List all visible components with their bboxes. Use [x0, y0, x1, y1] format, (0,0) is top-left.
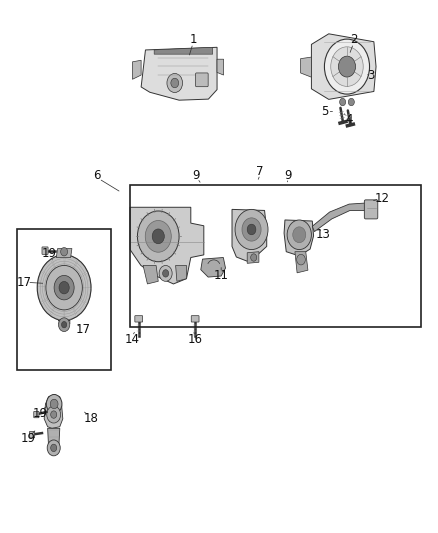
Circle shape	[46, 394, 62, 414]
Circle shape	[242, 218, 261, 241]
FancyBboxPatch shape	[29, 432, 35, 438]
Text: 12: 12	[374, 192, 389, 205]
Wedge shape	[64, 260, 88, 288]
FancyBboxPatch shape	[135, 316, 143, 322]
Text: 19: 19	[42, 247, 57, 260]
Text: 17: 17	[17, 276, 32, 289]
Polygon shape	[300, 57, 311, 77]
Circle shape	[325, 39, 370, 94]
Text: 1: 1	[189, 33, 197, 46]
Circle shape	[60, 247, 67, 256]
Polygon shape	[130, 207, 204, 284]
Polygon shape	[57, 248, 72, 257]
Circle shape	[50, 399, 58, 409]
Polygon shape	[232, 209, 267, 261]
Bar	[130, 184, 421, 327]
Text: 3: 3	[367, 69, 374, 82]
Text: 17: 17	[76, 324, 91, 336]
Wedge shape	[64, 288, 87, 316]
Circle shape	[54, 276, 74, 300]
Polygon shape	[143, 265, 158, 284]
Circle shape	[339, 56, 356, 77]
Circle shape	[138, 211, 179, 262]
Circle shape	[159, 265, 172, 281]
Text: 4: 4	[346, 113, 353, 126]
Wedge shape	[51, 288, 64, 320]
Polygon shape	[48, 429, 60, 445]
Polygon shape	[311, 34, 376, 99]
Wedge shape	[37, 271, 64, 288]
Circle shape	[287, 220, 311, 249]
Circle shape	[251, 254, 257, 261]
FancyBboxPatch shape	[191, 316, 199, 322]
Circle shape	[162, 270, 169, 277]
Circle shape	[51, 444, 57, 451]
Polygon shape	[176, 265, 187, 281]
Polygon shape	[132, 60, 141, 79]
Polygon shape	[217, 59, 223, 75]
Wedge shape	[41, 259, 64, 288]
Circle shape	[152, 229, 164, 244]
Text: 7: 7	[257, 165, 264, 178]
Wedge shape	[41, 288, 64, 316]
Text: 14: 14	[125, 333, 140, 346]
Circle shape	[235, 209, 268, 249]
Circle shape	[293, 227, 306, 243]
Circle shape	[167, 74, 183, 93]
Circle shape	[339, 98, 346, 106]
FancyBboxPatch shape	[364, 200, 378, 219]
Wedge shape	[37, 288, 64, 303]
FancyBboxPatch shape	[42, 247, 48, 254]
Circle shape	[348, 98, 354, 106]
Wedge shape	[64, 288, 91, 304]
Wedge shape	[52, 255, 64, 288]
FancyBboxPatch shape	[34, 411, 39, 418]
Text: 19: 19	[21, 432, 35, 445]
Circle shape	[331, 47, 363, 86]
Circle shape	[247, 224, 256, 235]
Bar	[17, 230, 110, 369]
Polygon shape	[141, 47, 217, 100]
Polygon shape	[247, 252, 259, 263]
Text: 16: 16	[187, 333, 203, 346]
Polygon shape	[295, 252, 308, 273]
Text: 5: 5	[321, 105, 329, 118]
Circle shape	[59, 318, 70, 332]
Polygon shape	[284, 220, 314, 256]
Text: 19: 19	[33, 407, 48, 420]
Circle shape	[47, 406, 60, 423]
Circle shape	[46, 265, 82, 310]
Circle shape	[47, 440, 60, 456]
Text: 6: 6	[93, 169, 100, 182]
Circle shape	[297, 254, 305, 265]
Polygon shape	[54, 397, 61, 404]
Text: 9: 9	[285, 168, 292, 182]
Polygon shape	[44, 404, 63, 429]
Text: 18: 18	[84, 413, 99, 425]
Wedge shape	[64, 272, 91, 288]
Polygon shape	[154, 47, 213, 54]
Wedge shape	[64, 288, 77, 320]
Polygon shape	[201, 257, 226, 277]
Circle shape	[145, 221, 171, 252]
Text: 9: 9	[193, 168, 200, 182]
Text: 13: 13	[316, 228, 331, 241]
Circle shape	[51, 411, 57, 418]
Text: 2: 2	[350, 33, 357, 46]
Circle shape	[171, 78, 179, 88]
Polygon shape	[312, 203, 367, 232]
Text: 11: 11	[214, 269, 229, 282]
Circle shape	[61, 321, 67, 328]
Circle shape	[59, 281, 69, 294]
Wedge shape	[64, 255, 78, 288]
FancyBboxPatch shape	[196, 73, 208, 87]
Polygon shape	[46, 397, 54, 404]
